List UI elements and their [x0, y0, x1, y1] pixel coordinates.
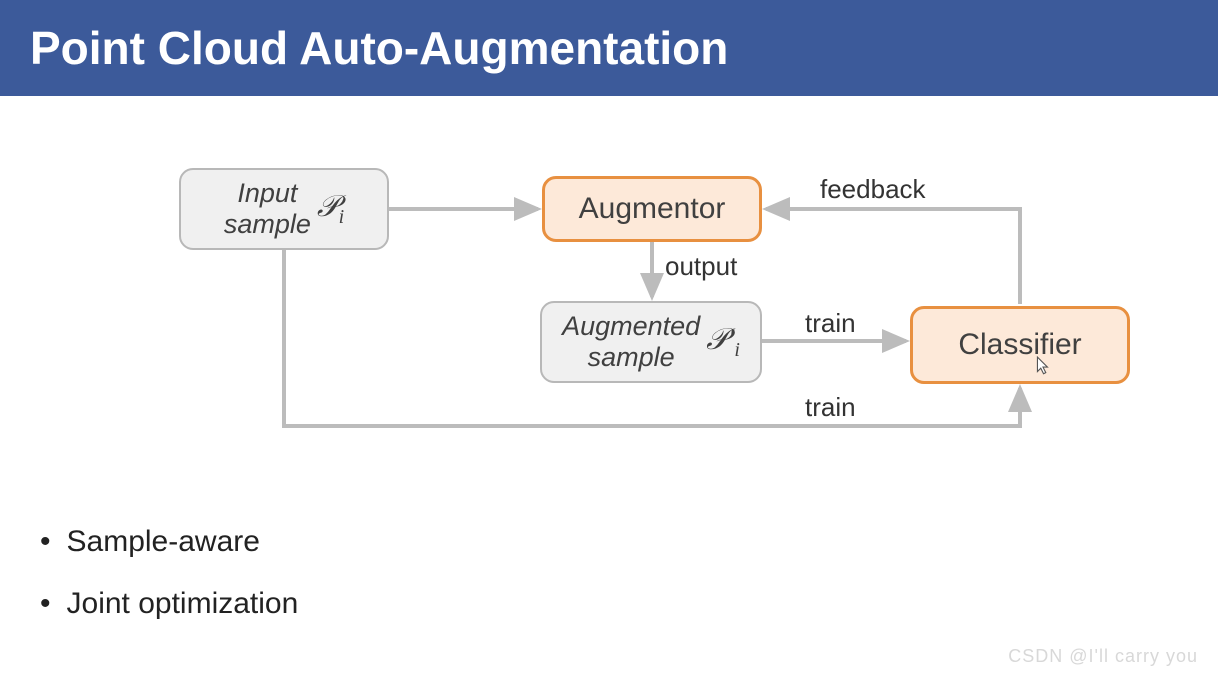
- edge-label-train-2: train: [805, 392, 856, 423]
- node-classifier-label: Classifier: [958, 328, 1081, 363]
- cursor-icon: [1036, 356, 1050, 376]
- node-augmented-symbol: 𝒫′: [706, 323, 734, 356]
- bullet-text: Sample-aware: [67, 525, 260, 559]
- node-augmentor: Augmentor: [542, 176, 762, 242]
- node-classifier: Classifier: [910, 306, 1130, 384]
- edges-layer: [0, 96, 1218, 496]
- title-bar: Point Cloud Auto-Augmentation: [0, 0, 1218, 96]
- flowchart: Input sample 𝒫i Augmentor Augmented samp…: [0, 96, 1218, 496]
- node-augmented-subscript: i: [734, 339, 740, 361]
- node-augmented-line1: Augmented: [562, 311, 700, 342]
- node-input-line2: sample: [224, 209, 311, 240]
- watermark: CSDN @I'll carry you: [1008, 646, 1198, 667]
- node-input-subscript: i: [339, 206, 345, 228]
- bullet-item: Joint optimization: [40, 587, 298, 621]
- edge-label-train-1: train: [805, 308, 856, 339]
- bullet-text: Joint optimization: [67, 587, 299, 621]
- node-augmentor-label: Augmentor: [579, 192, 726, 227]
- node-augmented-line2: sample: [562, 342, 700, 373]
- bullet-list: Sample-aware Joint optimization: [40, 525, 298, 649]
- edge-label-feedback: feedback: [820, 174, 926, 205]
- node-input-sample: Input sample 𝒫i: [179, 168, 389, 250]
- slide-title: Point Cloud Auto-Augmentation: [30, 21, 728, 75]
- bullet-item: Sample-aware: [40, 525, 298, 559]
- node-input-symbol: 𝒫: [317, 190, 339, 223]
- edge-label-output: output: [665, 251, 737, 282]
- node-input-line1: Input: [224, 178, 311, 209]
- node-augmented-sample: Augmented sample 𝒫′i: [540, 301, 762, 383]
- edge-feedback: [766, 209, 1020, 304]
